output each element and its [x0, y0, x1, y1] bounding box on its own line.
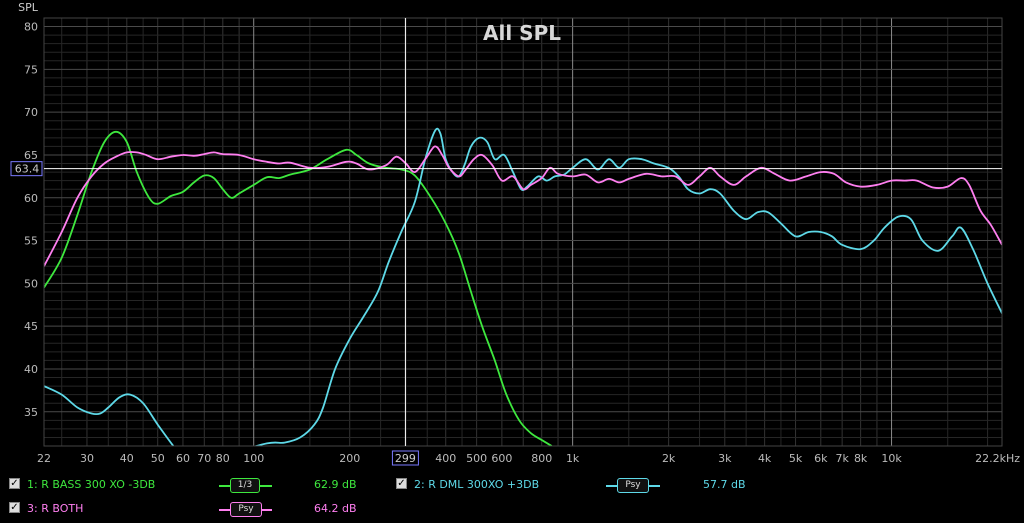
y-tick-label: 45	[24, 320, 38, 333]
x-tick-label: 80	[216, 452, 230, 465]
series-layer	[44, 127, 1002, 446]
series-2-label: 2: R DML 300XO +3DB	[414, 478, 540, 491]
x-tick-label: 1k	[566, 452, 580, 465]
series-2-smoothing-button[interactable]: Psy	[617, 478, 649, 493]
cursor-x-value: 299	[395, 452, 416, 465]
y-tick-label: 65	[24, 149, 38, 162]
x-tick-label: 10k	[881, 452, 902, 465]
x-tick-labels: 22 30 40 50 60 70 80 100 200 400 500 600 800 1k 2k 3k 4k…	[37, 452, 1020, 465]
grid-major	[44, 18, 1002, 446]
y-tick-label: 35	[24, 406, 38, 419]
x-tick-label: 6k	[814, 452, 828, 465]
series-3-label: 3: R BOTH	[27, 502, 84, 515]
series-2-checkbox[interactable]: ✓	[396, 478, 407, 489]
chart-title: All SPL	[483, 21, 561, 45]
x-tick-label: 50	[151, 452, 165, 465]
series-3-smoothing-button[interactable]: Psy	[230, 502, 262, 517]
plot-frame	[43, 17, 1003, 447]
x-tick-label: 30	[80, 452, 94, 465]
spl-chart[interactable]: 35 40 45 50 55 60 65 70 75 80 22 30 40 50 60 70 80 100 20…	[0, 0, 1024, 470]
x-tick-label: 40	[120, 452, 134, 465]
x-tick-label: 22.2kHz	[975, 452, 1020, 465]
series-3-checkbox[interactable]: ✓	[9, 502, 20, 513]
x-tick-label: 800	[531, 452, 552, 465]
series-1-smoothing-button[interactable]: 1/3	[230, 478, 260, 493]
x-tick-label: 100	[243, 452, 264, 465]
y-axis-label: SPL	[18, 1, 39, 14]
x-tick-label: 500	[466, 452, 487, 465]
x-tick-label: 4k	[758, 452, 772, 465]
x-tick-label: 60	[176, 452, 190, 465]
cursor-y-readout: 63.4	[10, 161, 43, 177]
series-3-value: 64.2 dB	[314, 502, 357, 515]
series-line-2	[44, 127, 1002, 446]
x-tick-label: 5k	[789, 452, 803, 465]
y-tick-label: 40	[24, 363, 38, 376]
series-1-label: 1: R BASS 300 XO -3DB	[27, 478, 156, 491]
series-line-1	[44, 130, 553, 446]
y-tick-label: 80	[24, 21, 38, 34]
x-tick-label: 8k	[854, 452, 868, 465]
y-tick-label: 75	[24, 63, 38, 76]
x-tick-label: 600	[491, 452, 512, 465]
x-tick-label: 7k	[835, 452, 849, 465]
y-tick-label: 55	[24, 235, 38, 248]
y-tick-label: 70	[24, 106, 38, 119]
x-tick-label: 3k	[718, 452, 732, 465]
y-tick-labels: 35 40 45 50 55 60 65 70 75 80	[24, 21, 38, 419]
x-tick-label: 200	[339, 452, 360, 465]
y-tick-label: 60	[24, 192, 38, 205]
grid-minor	[44, 18, 1002, 446]
y-tick-label: 50	[24, 277, 38, 290]
cursor-x-readout: 299	[391, 450, 419, 466]
series-1-value: 62.9 dB	[314, 478, 357, 491]
x-tick-label: 400	[435, 452, 456, 465]
x-tick-label: 2k	[662, 452, 676, 465]
x-tick-label: 22	[37, 452, 51, 465]
cursor-y-value: 63.4	[15, 163, 40, 176]
x-tick-label: 70	[197, 452, 211, 465]
series-line-3	[44, 145, 1002, 267]
series-1-checkbox[interactable]: ✓	[9, 478, 20, 489]
series-2-value: 57.7 dB	[703, 478, 746, 491]
